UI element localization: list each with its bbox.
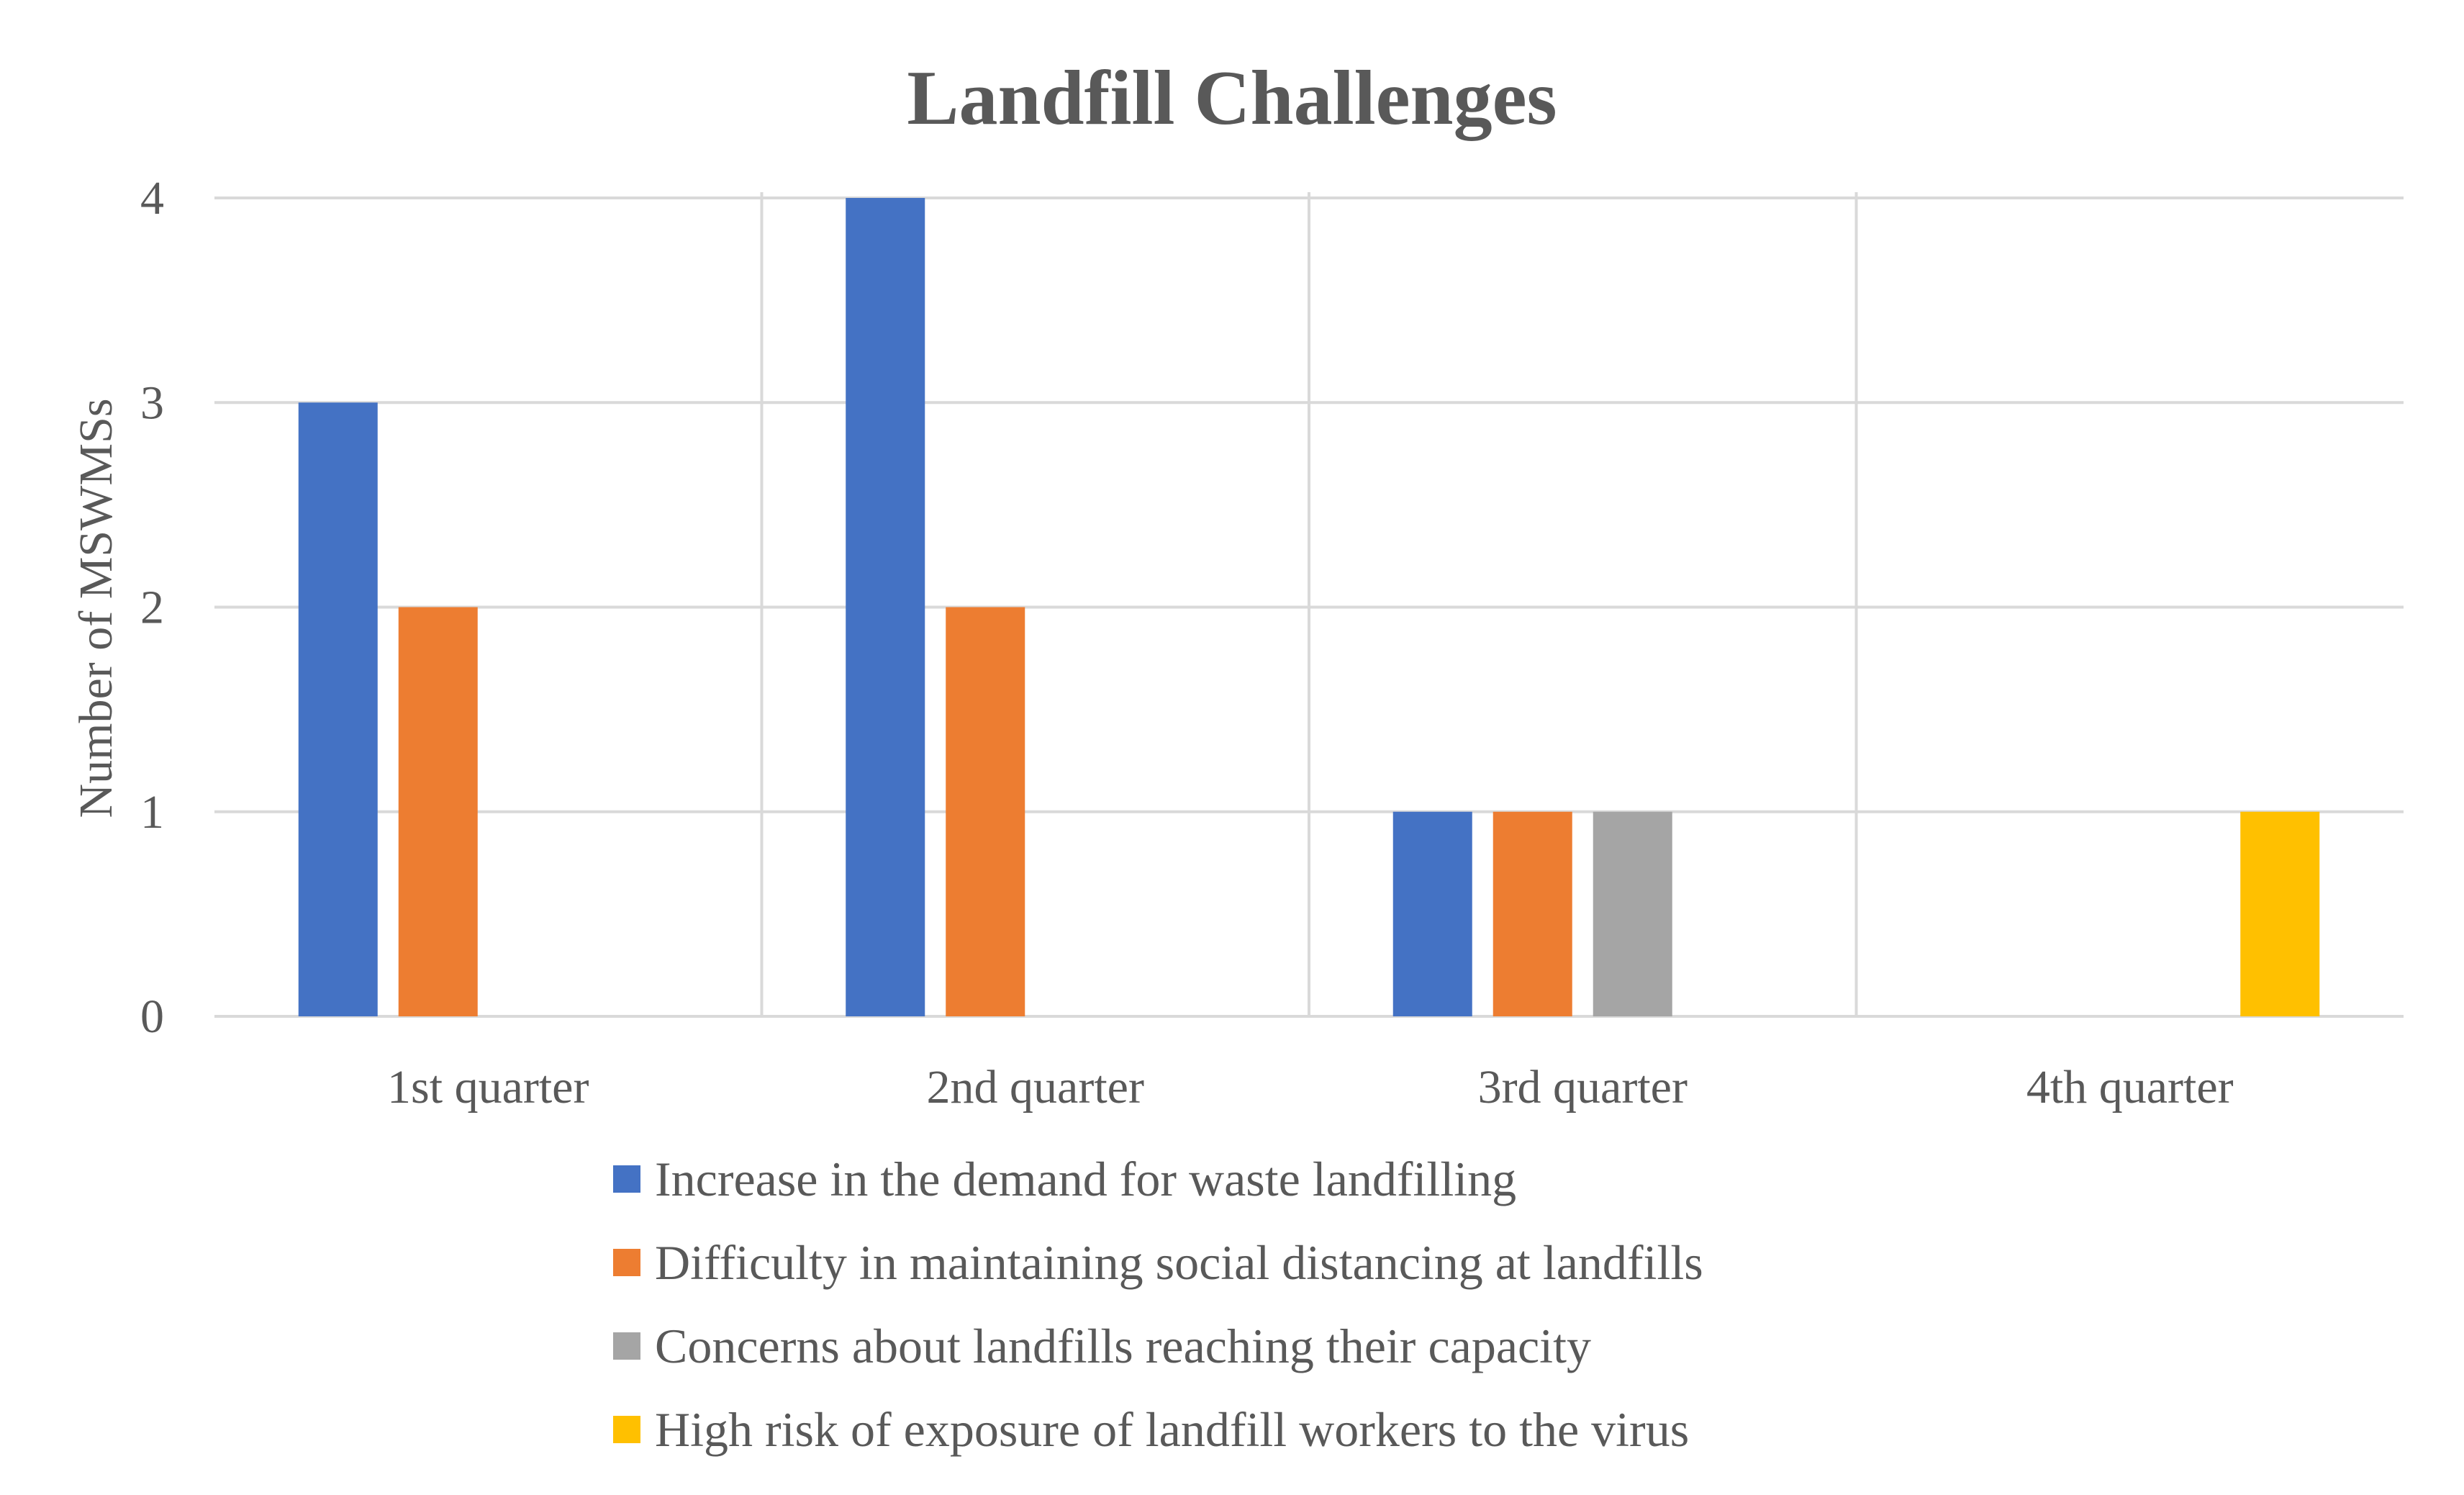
legend-swatch xyxy=(613,1332,640,1360)
x-tick-label: 3rd quarter xyxy=(1478,1061,1688,1114)
y-tick-label: 0 xyxy=(140,990,164,1043)
y-axis-ticks: 0 1 2 3 4 xyxy=(140,172,164,1043)
y-tick-label: 4 xyxy=(140,172,164,225)
gridlines xyxy=(214,192,2404,1018)
legend-label: Difficulty in maintaining social distanc… xyxy=(655,1235,1703,1290)
bar xyxy=(298,402,378,1016)
x-tick-label: 1st quarter xyxy=(387,1061,589,1114)
y-axis-label: Number of MSWMSs xyxy=(70,398,122,818)
bar xyxy=(2240,811,2320,1016)
legend-swatch xyxy=(613,1416,640,1443)
x-axis-ticks: 1st quarter 2nd quarter 3rd quarter 4th qua… xyxy=(387,1061,2234,1114)
legend-swatch xyxy=(613,1165,640,1193)
y-tick-label: 1 xyxy=(140,786,164,839)
legend-label: Increase in the demand for waste landfil… xyxy=(655,1152,1516,1206)
bar xyxy=(846,198,925,1016)
y-tick-label: 2 xyxy=(140,582,164,634)
bar xyxy=(1392,811,1472,1016)
legend-swatch xyxy=(613,1249,640,1276)
bars xyxy=(298,198,2320,1016)
bar xyxy=(1493,811,1572,1016)
x-tick-label: 2nd quarter xyxy=(927,1061,1144,1114)
chart-title: Landfill Challenges xyxy=(907,55,1557,141)
bar xyxy=(946,607,1025,1016)
legend-label: High risk of exposure of landfill worker… xyxy=(655,1402,1689,1457)
y-tick-label: 3 xyxy=(140,376,164,429)
x-tick-label: 4th quarter xyxy=(2026,1061,2234,1114)
legend-label: Concerns about landfills reaching their … xyxy=(655,1319,1591,1373)
bar xyxy=(398,607,478,1016)
bar xyxy=(1593,811,1672,1016)
legend: Increase in the demand for waste landfil… xyxy=(613,1152,1703,1457)
